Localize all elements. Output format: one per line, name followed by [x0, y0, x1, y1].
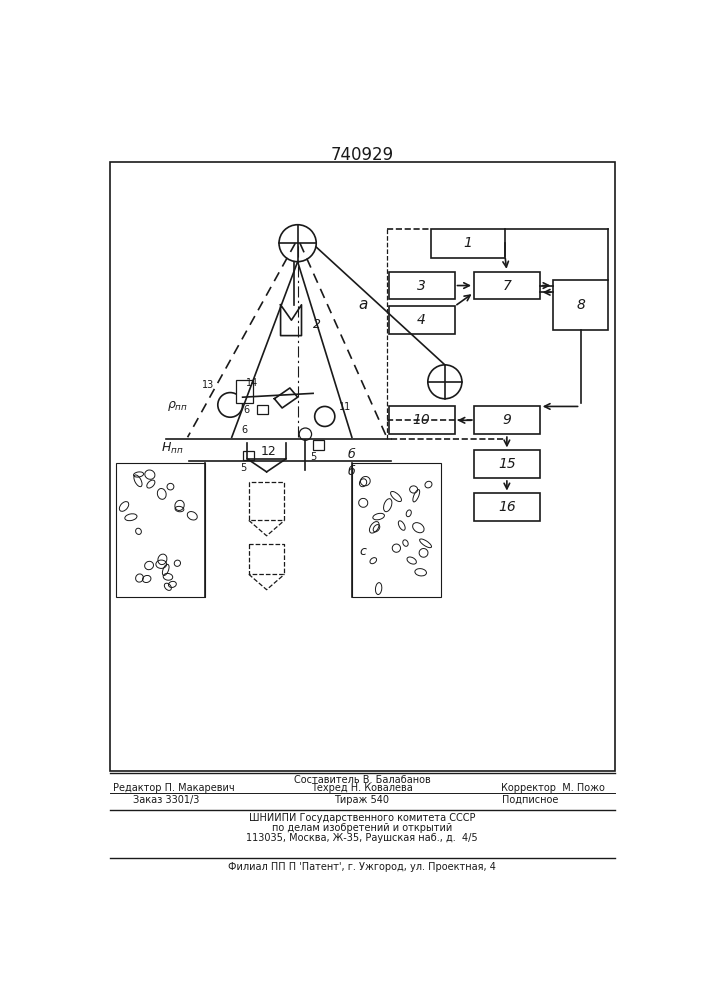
- Text: Филиал ПП П 'Патент', г. Ужгород, ул. Проектная, 4: Филиал ПП П 'Патент', г. Ужгород, ул. Пр…: [228, 862, 496, 872]
- Text: c: c: [360, 545, 366, 558]
- Bar: [474, 406, 540, 434]
- Bar: [474, 493, 540, 521]
- Text: 13: 13: [202, 379, 215, 389]
- Text: Подписное: Подписное: [502, 795, 559, 805]
- Text: 12: 12: [260, 445, 276, 458]
- Circle shape: [279, 225, 316, 262]
- Text: 5: 5: [240, 463, 247, 473]
- Text: по делам изобретений и открытий: по делам изобретений и открытий: [271, 823, 452, 833]
- Text: 9: 9: [503, 413, 511, 427]
- Bar: [115, 463, 204, 597]
- Bar: [431, 229, 505, 258]
- Text: б: б: [348, 465, 356, 478]
- Text: $\rho_{пп}$: $\rho_{пп}$: [167, 399, 188, 413]
- Bar: [257, 405, 268, 414]
- Text: 10: 10: [413, 413, 431, 427]
- Text: б: б: [348, 448, 356, 461]
- Text: 6: 6: [241, 425, 247, 435]
- Circle shape: [428, 365, 462, 399]
- Bar: [313, 440, 324, 450]
- Text: 14: 14: [246, 378, 258, 388]
- Text: ШНИИПИ Государственного комитета СССР: ШНИИПИ Государственного комитета СССР: [249, 813, 475, 823]
- Bar: [554, 280, 607, 330]
- Text: 740929: 740929: [330, 146, 394, 164]
- Text: 6: 6: [243, 405, 250, 415]
- Text: $H_{пп}$: $H_{пп}$: [160, 441, 183, 456]
- Text: 8: 8: [576, 298, 585, 312]
- Text: 15: 15: [498, 457, 515, 471]
- Text: Корректор  М. Пожо: Корректор М. Пожо: [501, 783, 605, 793]
- Bar: [389, 406, 455, 434]
- Circle shape: [299, 428, 312, 440]
- Text: 1: 1: [464, 236, 472, 250]
- Bar: [474, 272, 540, 299]
- Text: 16: 16: [498, 500, 515, 514]
- Text: 4: 4: [417, 313, 426, 327]
- Text: Тираж 540: Тираж 540: [334, 795, 390, 805]
- Bar: [352, 463, 441, 597]
- Text: Заказ 3301/3: Заказ 3301/3: [133, 795, 199, 805]
- Bar: [389, 306, 455, 334]
- Bar: [389, 272, 455, 299]
- Text: 5: 5: [310, 452, 316, 462]
- Text: a: a: [359, 297, 368, 312]
- Text: 3: 3: [417, 279, 426, 293]
- Circle shape: [218, 393, 243, 417]
- Bar: [110, 162, 614, 771]
- Text: Техред Н. Ковалева: Техред Н. Ковалева: [311, 783, 413, 793]
- Text: 7: 7: [503, 279, 511, 293]
- Bar: [236, 380, 253, 403]
- Circle shape: [315, 406, 335, 426]
- Text: 11: 11: [339, 402, 351, 412]
- Text: 113035, Москва, Ж-35, Раушская наб., д.  4/5: 113035, Москва, Ж-35, Раушская наб., д. …: [246, 833, 478, 843]
- Text: 2: 2: [313, 318, 321, 331]
- Text: Составитель В. Балабанов: Составитель В. Балабанов: [293, 775, 431, 785]
- Bar: [474, 450, 540, 478]
- Text: Редактор П. Макаревич: Редактор П. Макаревич: [113, 783, 235, 793]
- Bar: [243, 451, 255, 460]
